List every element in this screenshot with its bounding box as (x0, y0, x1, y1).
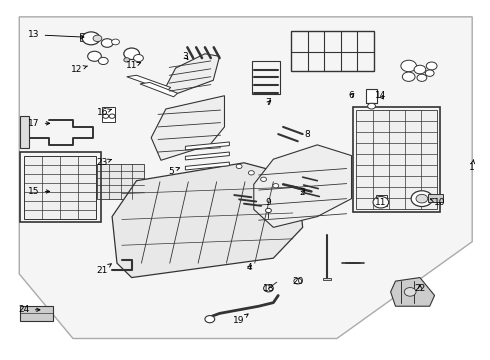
Bar (24, 156, 97, 220)
Polygon shape (151, 96, 224, 160)
Text: 13: 13 (28, 30, 84, 39)
Circle shape (82, 32, 100, 45)
Bar (98, 163, 144, 199)
Text: 1: 1 (469, 160, 475, 172)
Text: 6: 6 (349, 91, 354, 100)
Bar (292, 31, 373, 71)
Text: 19: 19 (233, 314, 248, 325)
Circle shape (373, 197, 389, 208)
Text: 10: 10 (431, 198, 445, 207)
Circle shape (88, 51, 101, 61)
Text: 16: 16 (97, 108, 111, 117)
Circle shape (414, 65, 426, 74)
Bar (102, 107, 115, 122)
Circle shape (112, 39, 120, 45)
Text: 18: 18 (263, 284, 274, 293)
Circle shape (103, 114, 109, 118)
Text: 23: 23 (97, 158, 111, 167)
Circle shape (426, 62, 437, 70)
Polygon shape (127, 75, 171, 91)
Circle shape (417, 74, 427, 81)
Circle shape (401, 60, 416, 72)
Polygon shape (185, 162, 229, 170)
Bar (323, 278, 331, 280)
Circle shape (266, 208, 271, 213)
Text: 20: 20 (292, 276, 303, 285)
Text: 12: 12 (71, 65, 88, 74)
Circle shape (425, 70, 434, 76)
Bar (20, 152, 101, 222)
Text: 8: 8 (305, 130, 311, 139)
Circle shape (98, 57, 108, 64)
Circle shape (101, 39, 113, 47)
Circle shape (404, 288, 416, 296)
Circle shape (402, 72, 415, 81)
Circle shape (264, 285, 273, 292)
Circle shape (411, 191, 433, 207)
Bar (20, 116, 29, 148)
Circle shape (294, 278, 302, 284)
Text: 24: 24 (19, 305, 40, 314)
Polygon shape (254, 145, 351, 227)
Bar (356, 110, 437, 210)
Text: 3: 3 (182, 52, 188, 61)
Bar (252, 61, 280, 94)
Text: 4: 4 (246, 264, 252, 273)
Polygon shape (185, 142, 229, 150)
Bar (366, 89, 377, 103)
Polygon shape (19, 17, 472, 338)
Text: 9: 9 (266, 198, 271, 207)
Bar (428, 194, 443, 202)
Circle shape (261, 177, 267, 181)
Text: 7: 7 (266, 98, 271, 107)
Polygon shape (391, 278, 435, 306)
Bar (80, 33, 92, 41)
Text: 14: 14 (375, 91, 387, 100)
Circle shape (368, 103, 375, 109)
Circle shape (124, 58, 130, 62)
Text: 17: 17 (28, 119, 49, 128)
Circle shape (416, 194, 428, 203)
Circle shape (205, 316, 215, 323)
Text: 5: 5 (168, 167, 180, 176)
Circle shape (109, 114, 115, 118)
Polygon shape (140, 82, 177, 97)
Circle shape (273, 184, 279, 188)
Text: 11: 11 (126, 62, 141, 71)
Text: 22: 22 (415, 284, 425, 293)
Circle shape (134, 54, 144, 62)
Polygon shape (164, 54, 220, 95)
Bar (376, 195, 387, 206)
Polygon shape (112, 163, 303, 278)
Text: 21: 21 (97, 264, 111, 275)
Text: 15: 15 (28, 187, 49, 196)
Circle shape (248, 171, 254, 175)
Text: 2: 2 (300, 188, 305, 197)
Polygon shape (185, 152, 229, 160)
Circle shape (93, 35, 102, 41)
Circle shape (236, 164, 242, 168)
Bar (353, 107, 441, 212)
Circle shape (124, 48, 140, 59)
Text: 11: 11 (375, 198, 387, 207)
Bar (20, 306, 53, 320)
